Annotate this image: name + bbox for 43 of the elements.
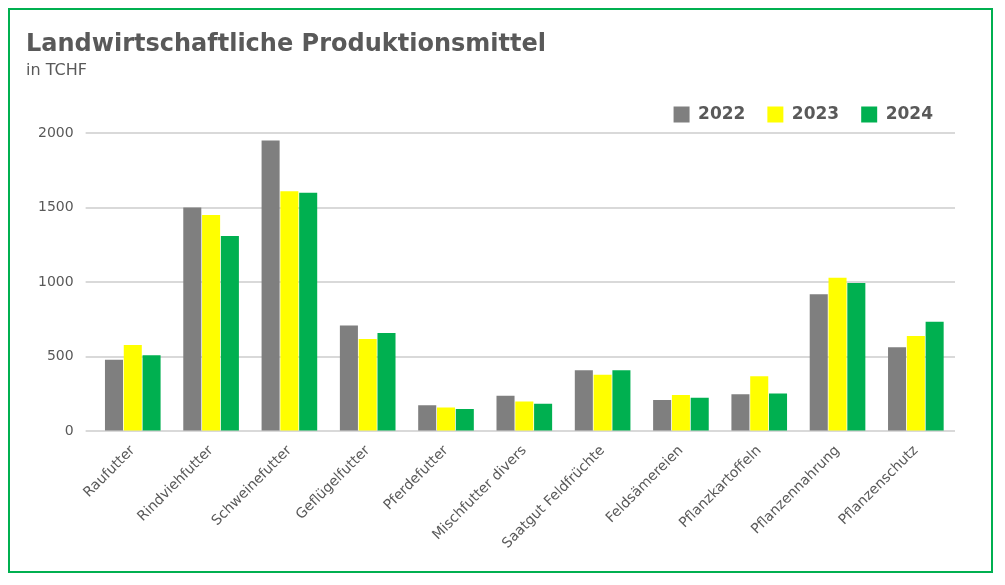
bar — [123, 344, 142, 431]
bar — [925, 321, 944, 431]
bar — [455, 409, 474, 431]
bar — [202, 215, 221, 431]
legend-label: 2023 — [791, 102, 840, 123]
y-tick-label: 1500 — [37, 198, 74, 215]
bar — [769, 393, 788, 431]
legend-label: 2022 — [698, 102, 746, 123]
bar — [183, 207, 202, 431]
bar — [377, 332, 396, 431]
y-tick-label: 500 — [46, 347, 74, 364]
y-tick-label: 0 — [64, 422, 74, 439]
bar — [418, 405, 437, 431]
chart-title: Landwirtschaftliche Produktionsmittel — [26, 28, 546, 57]
bar — [828, 277, 847, 431]
bar — [653, 400, 672, 431]
bar — [339, 325, 358, 431]
bar — [690, 397, 709, 431]
legend-label: 2024 — [885, 102, 934, 123]
bar — [731, 394, 750, 431]
bar — [809, 294, 828, 431]
bar — [436, 407, 456, 431]
bar — [847, 282, 866, 431]
bar — [888, 347, 907, 431]
bar — [671, 394, 690, 431]
bar — [750, 376, 769, 431]
bar — [142, 355, 161, 431]
bar — [496, 395, 515, 431]
bar — [515, 401, 534, 431]
bar — [220, 235, 239, 431]
bar — [574, 370, 593, 431]
y-tick-label: 2000 — [37, 123, 74, 140]
bar — [261, 140, 280, 431]
bar — [612, 370, 631, 431]
bar — [280, 191, 299, 431]
bar — [534, 403, 553, 431]
bar — [358, 338, 377, 431]
bar — [104, 359, 124, 431]
bar — [593, 374, 612, 431]
chart-subtitle: in TCHF — [26, 59, 87, 79]
bar — [906, 335, 925, 431]
y-tick-label: 1000 — [37, 272, 74, 289]
bar — [299, 192, 318, 431]
